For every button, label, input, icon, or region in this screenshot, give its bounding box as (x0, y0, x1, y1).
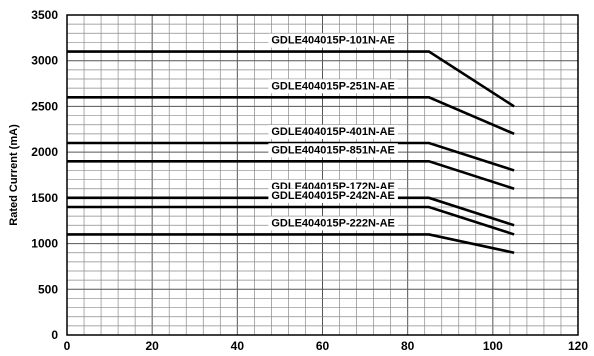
series-line-4 (67, 159, 515, 190)
series-line-2 (67, 95, 515, 136)
y-tick-label: 2500 (31, 99, 58, 113)
series-label-4: GDLE404015P-851N-AE (271, 144, 395, 156)
series-line-1 (67, 50, 515, 108)
x-tick-label: 100 (483, 339, 503, 353)
x-tick-label: 40 (231, 339, 245, 353)
y-tick-label: 3000 (31, 54, 58, 68)
series-label-bg-6 (268, 189, 398, 203)
axes: 0 20 40 60 80 100 120 0 500 1000 1500 2000 2500 3000 3… (31, 8, 588, 353)
x-tick-label: 0 (64, 339, 71, 353)
series-label-1: GDLE404015P-101N-AE (271, 35, 395, 47)
x-tick-label: 120 (568, 339, 588, 353)
y-tick-label: 2000 (31, 145, 58, 159)
x-tick-label: 60 (316, 339, 330, 353)
y-axis-title: Rated Current (mA) (8, 124, 20, 226)
x-tick-label: 20 (145, 339, 159, 353)
series-line-3 (67, 141, 515, 172)
y-tick-label: 0 (51, 328, 58, 342)
series-label-bg-4 (268, 143, 398, 158)
y-tick-label: 1000 (31, 237, 58, 251)
series-label-2: GDLE404015P-251N-AE (271, 80, 395, 92)
series-label-bg-7 (268, 216, 398, 231)
series-line-6 (67, 205, 515, 236)
series-label-6: GDLE404015P-242N-AE (271, 190, 395, 202)
x-tick-label: 80 (401, 339, 415, 353)
series-label-7: GDLE404015P-222N-AE (271, 217, 395, 229)
series-label-bg-3 (268, 125, 398, 139)
y-tick-label: 1500 (31, 191, 58, 205)
series-label-bg-2 (268, 79, 398, 94)
grid (66, 14, 579, 336)
series-lines (67, 50, 515, 254)
series-labels: GDLE404015P-101N-AE GDLE404015P-251N-AE GD… (268, 33, 398, 231)
y-tick-label: 500 (38, 282, 58, 296)
series-line-5 (67, 196, 515, 227)
series-label-bg-1 (268, 33, 398, 48)
y-tick-label: 3500 (31, 8, 58, 22)
plot-frame (66, 14, 579, 336)
series-line-7 (67, 233, 515, 254)
series-label-3: GDLE404015P-401N-AE (271, 126, 395, 138)
